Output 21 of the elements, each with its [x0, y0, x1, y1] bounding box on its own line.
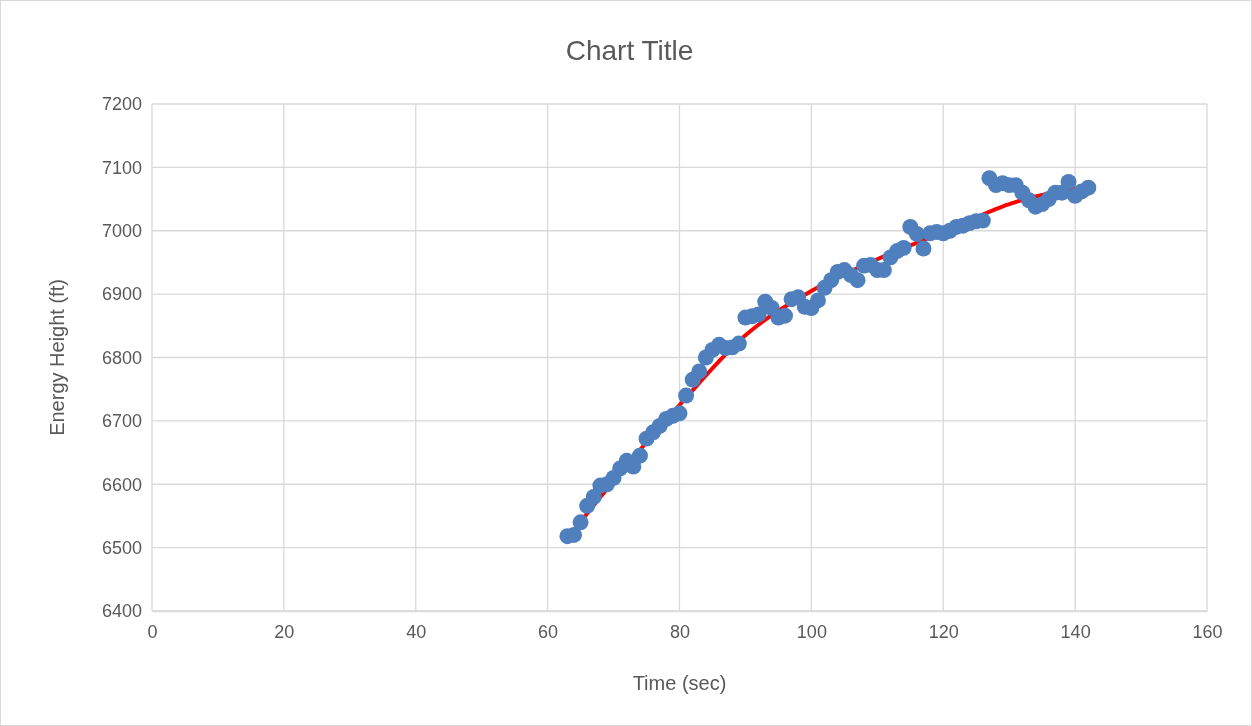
y-tick-label: 7100 [101, 157, 142, 178]
y-tick-label: 6700 [101, 411, 142, 432]
y-tick-label: 7000 [101, 221, 142, 242]
x-tick-label: 20 [274, 621, 295, 642]
y-tick-label: 6800 [101, 347, 142, 368]
x-tick-label: 40 [406, 621, 427, 642]
y-tick-label: 7200 [101, 94, 142, 115]
y-tick-label: 6500 [101, 537, 142, 558]
x-tick-label: 140 [1060, 621, 1091, 642]
x-tick-label: 120 [928, 621, 959, 642]
x-tick-label: 60 [538, 621, 559, 642]
y-tick-label: 6400 [101, 601, 142, 622]
y-tick-label: 6900 [101, 284, 142, 305]
x-tick-label: 100 [796, 621, 827, 642]
x-tick-label: 0 [147, 621, 158, 642]
y-axis-title: Energy Height (ft) [46, 279, 68, 436]
x-tick-label: 80 [669, 621, 691, 642]
x-tick-label: 160 [1192, 621, 1223, 642]
x-axis-title: Time (sec) [632, 672, 727, 694]
y-tick-label: 6600 [101, 474, 142, 495]
chart-title: Chart Title [565, 35, 694, 66]
